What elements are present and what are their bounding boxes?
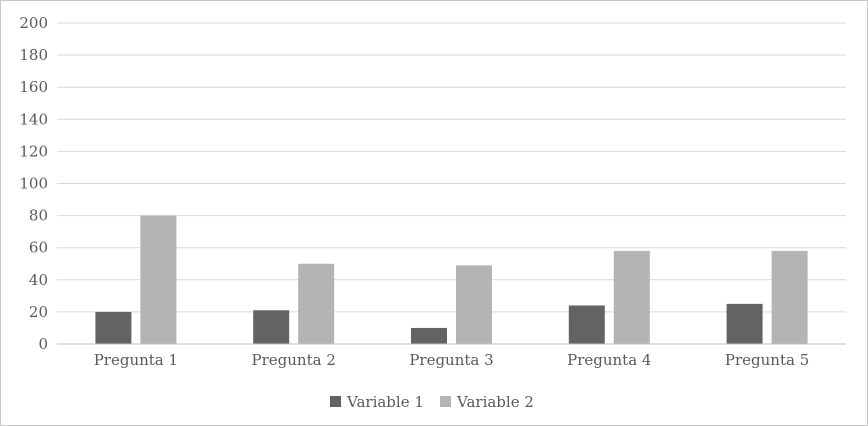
bar-1-3 — [411, 327, 447, 344]
bar-2-3 — [456, 265, 492, 344]
y-tick-label: 180 — [19, 46, 48, 64]
y-tick-label: 60 — [29, 239, 48, 257]
bars — [95, 215, 808, 344]
x-category-label: Pregunta 1 — [94, 351, 178, 369]
y-tick-label: 140 — [19, 110, 48, 128]
y-tick-label: 80 — [29, 207, 48, 225]
legend-label: Variable 2 — [456, 393, 534, 411]
bar-1-4 — [568, 305, 605, 344]
bar-1-1 — [95, 311, 132, 344]
y-tick-label: 40 — [29, 271, 48, 289]
bar-1-2 — [253, 310, 290, 344]
gridlines — [57, 22, 846, 313]
y-tick-label: 0 — [38, 335, 48, 353]
y-tick-label: 120 — [19, 142, 48, 160]
x-category-label: Pregunta 2 — [252, 351, 336, 369]
x-category-label: Pregunta 5 — [725, 351, 809, 369]
x-category-label: Pregunta 4 — [567, 351, 651, 369]
y-tick-label: 100 — [19, 175, 48, 193]
bar-2-1 — [140, 215, 177, 344]
x-axis-labels: Pregunta 1 Pregunta 2 Pregunta 3 Pregunta 4… — [94, 351, 810, 369]
bar-2-5 — [771, 250, 808, 344]
y-tick-label: 200 — [19, 14, 48, 32]
y-axis-ticks: 0 20 40 60 80 100 120 140 160 180 200 — [19, 14, 48, 353]
legend: Variable 1 Variable 2 — [330, 393, 534, 411]
y-tick-label: 20 — [29, 303, 48, 321]
bar-1-5 — [726, 303, 763, 344]
bar-2-4 — [613, 250, 650, 344]
x-category-label: Pregunta 3 — [409, 351, 493, 369]
legend-label: Variable 1 — [346, 393, 424, 411]
legend-swatch — [330, 396, 341, 407]
bar-2-2 — [298, 263, 335, 344]
legend-swatch — [440, 396, 451, 407]
y-tick-label: 160 — [19, 78, 48, 96]
